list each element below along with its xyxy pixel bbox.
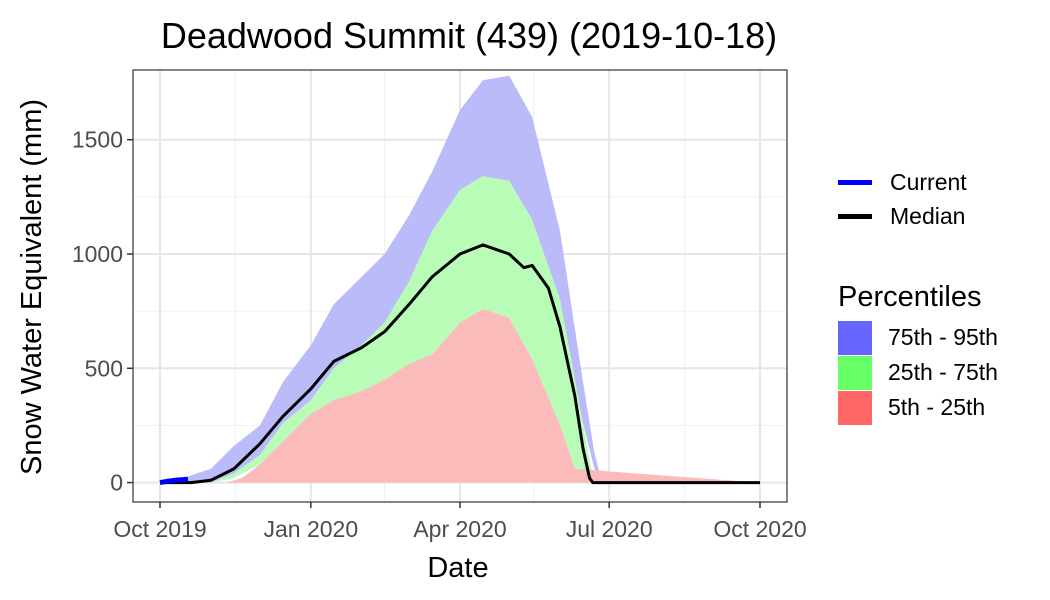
- legend-item-current: Current: [838, 165, 1043, 199]
- axes: 0 500 1000 1500 Oct 2019 Jan 2020 Apr 2020 Jul …: [72, 69, 807, 542]
- legend-item-25-75: 25th - 75th: [838, 355, 1043, 390]
- series-line-median: [160, 243, 760, 485]
- x-axis-label: Date: [427, 552, 488, 584]
- legend: Current Median Percentiles 75th - 95th 2…: [838, 165, 1043, 425]
- legend-item-5-25: 5th - 25th: [838, 390, 1043, 425]
- y-axis-label: Snow Water Equivalent (mm): [16, 99, 48, 475]
- legend-swatch-25-75: [838, 355, 872, 390]
- y-tick-label: 1000: [72, 241, 123, 267]
- x-tick-label: Jan 2020: [263, 516, 358, 542]
- legend-label-25-75: 25th - 75th: [888, 359, 998, 385]
- y-tick-label: 500: [85, 355, 123, 381]
- legend-key-current: [838, 179, 872, 185]
- legend-item-75-95: 75th - 95th: [838, 320, 1043, 355]
- x-tick-label: Oct 2019: [113, 516, 206, 542]
- y-tick-label: 1500: [72, 127, 123, 153]
- plot-area: [133, 70, 787, 502]
- band-75th-95th: [160, 75, 760, 483]
- y-tick-label: 0: [110, 470, 123, 496]
- chart-title: Deadwood Summit (439) (2019-10-18): [161, 15, 777, 56]
- legend-label-75-95: 75th - 95th: [888, 324, 998, 350]
- x-tick-label: Apr 2020: [413, 516, 506, 542]
- x-tick-label: Oct 2020: [713, 516, 806, 542]
- x-tick-label: Jul 2020: [566, 516, 653, 542]
- legend-label-median: Median: [890, 202, 966, 229]
- legend-key-median: [838, 213, 872, 219]
- legend-label-current: Current: [890, 168, 967, 195]
- band-25th-75th: [160, 176, 760, 483]
- legend-title-percentiles: Percentiles: [838, 281, 982, 313]
- legend-item-median: Median: [838, 199, 1043, 233]
- legend-swatch-75-95: [838, 320, 872, 355]
- legend-label-5-25: 5th - 25th: [888, 394, 986, 420]
- legend-swatch-5-25: [838, 390, 872, 425]
- series-line-current: [159, 476, 189, 486]
- band-5th-25th: [160, 308, 760, 483]
